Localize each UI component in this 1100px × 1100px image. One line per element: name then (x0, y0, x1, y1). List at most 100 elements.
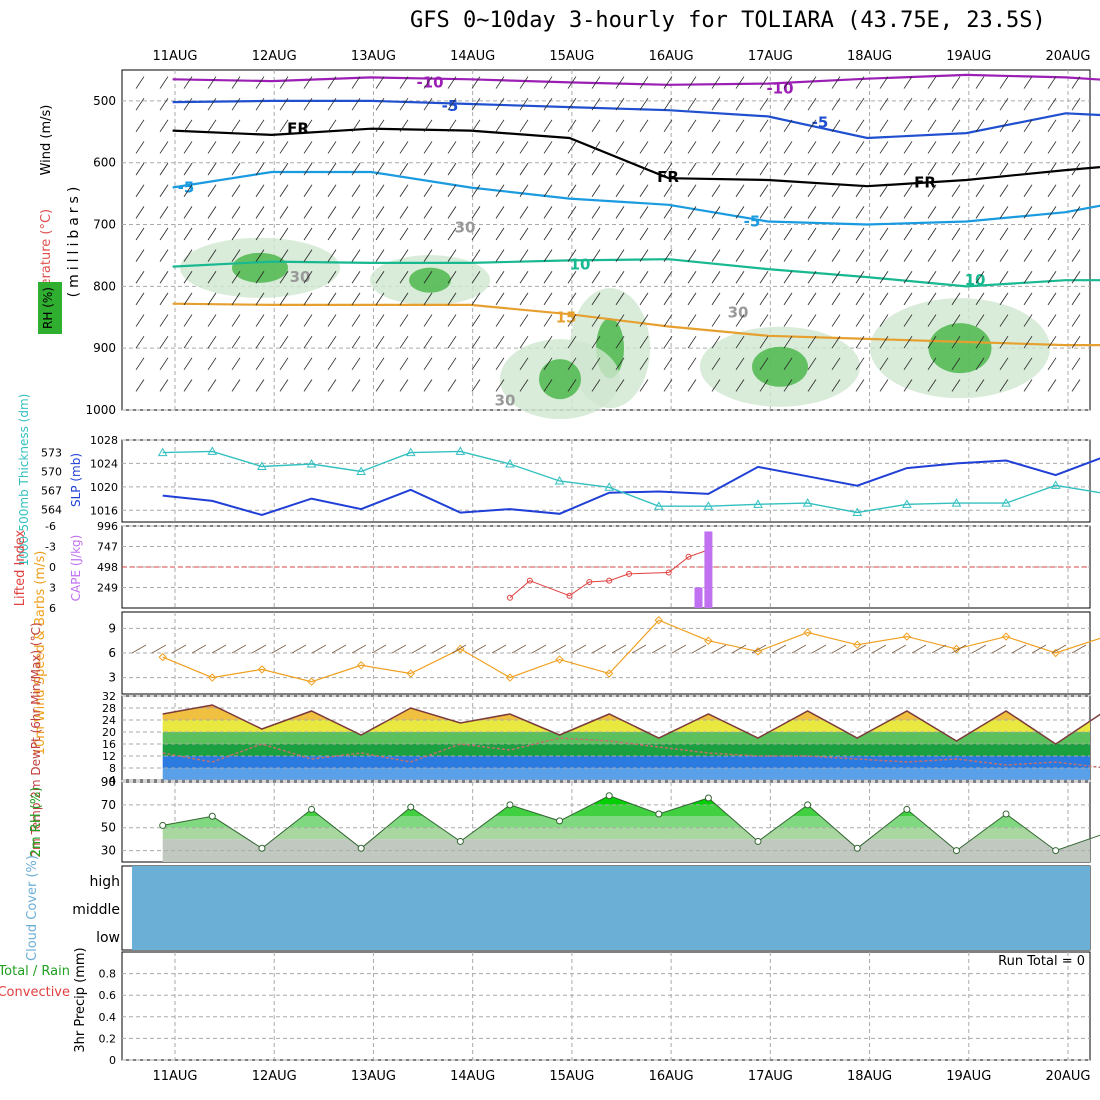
wind-barb (399, 249, 409, 262)
wind-barb (1071, 162, 1081, 176)
cape-axis-label: CAPE (J/kg) (69, 535, 83, 602)
wind-barb (351, 141, 361, 154)
wind-barb (735, 249, 745, 262)
wind-barb (159, 184, 169, 197)
wind-barb (879, 335, 889, 349)
rh-point (556, 817, 564, 825)
wind-barb (279, 141, 289, 154)
wind-10m-barb (391, 644, 407, 654)
wind-barb (207, 249, 217, 262)
wind-barb (183, 227, 193, 241)
wind-barb (879, 184, 889, 197)
wind-barb (1071, 76, 1081, 89)
wind-barb (375, 314, 385, 327)
panel-frame-prec (121, 951, 1091, 1061)
wind-axis-label: Wind (m/s) (39, 105, 54, 176)
wind-speed-point (356, 661, 366, 670)
wind-barb (615, 119, 625, 133)
wind-barb (1023, 379, 1033, 392)
wind-barb (375, 162, 385, 176)
wind-barb (687, 249, 697, 262)
contour-label: -5 (178, 178, 195, 196)
wind-barb (471, 162, 481, 176)
wind-barb (999, 141, 1009, 154)
wind-barb (711, 162, 721, 176)
wind-barb (423, 119, 433, 133)
series-line-dewpoint (162, 737, 1100, 769)
wind-barb (183, 357, 193, 371)
wind-barb (735, 379, 745, 392)
wind-barb (399, 119, 409, 133)
wind-10m-axis-label: 10m Wind Speed & Barbs (m/s) (33, 551, 48, 756)
wind-barb (831, 379, 841, 392)
wind-barb (375, 335, 385, 349)
wind-10m-barb (531, 644, 547, 654)
wind-10m-barb (191, 644, 207, 654)
wind-10m-barb (891, 644, 907, 654)
wind-barb (447, 249, 457, 262)
wind-barb (711, 379, 721, 392)
wind-barb (783, 184, 793, 197)
rh-tick-label: 30 (101, 844, 116, 858)
wind-barb (1047, 76, 1057, 89)
contour-label: 30 (290, 268, 311, 286)
wind-barb (591, 162, 601, 176)
contour-label: 30 (495, 392, 516, 410)
contour-label: 10 (570, 256, 591, 274)
lifted-index-point (586, 579, 593, 586)
wind-barb (903, 76, 913, 89)
run-total-annotation: Run Total = 0 (998, 954, 1085, 969)
wind-barb (927, 227, 937, 241)
wind-barb (711, 206, 721, 219)
wind-barb (183, 97, 193, 111)
wind-barb (807, 335, 817, 349)
wind-barb (1047, 227, 1057, 241)
wind-barb (903, 119, 913, 133)
wind-barb (807, 357, 817, 371)
wind-barb (615, 227, 625, 241)
wind-barb (327, 141, 337, 154)
wind-barb (615, 379, 625, 392)
wind-barb (927, 249, 937, 262)
wind-barb (807, 227, 817, 241)
wind-barb (231, 227, 241, 241)
temp-tick-label: 28 (102, 702, 116, 715)
thickness-tick-label: 567 (41, 484, 62, 497)
wind-barb (159, 271, 169, 284)
wind-barb (231, 119, 241, 133)
wind-barb (159, 335, 169, 349)
wind-barb (927, 271, 937, 284)
wind-barb (783, 249, 793, 262)
wind-barb (567, 379, 577, 392)
wind-barb (927, 162, 937, 176)
wind-barb (975, 206, 985, 219)
wind-barb (927, 357, 937, 371)
wind-barb (1023, 162, 1033, 176)
pressure-tick-label: 800 (93, 279, 116, 293)
wind-barb (183, 379, 193, 392)
wind-barb (399, 227, 409, 241)
isotherm-15 (172, 302, 1100, 347)
wind-barb (855, 271, 865, 284)
wind-barb (1023, 292, 1033, 306)
wind-barb (711, 335, 721, 349)
wind-barb (543, 271, 553, 284)
wind-barb (1071, 271, 1081, 284)
wind-barb (783, 162, 793, 176)
wind-barb (735, 227, 745, 241)
wind-barb (1047, 184, 1057, 197)
wind-barb (951, 292, 961, 306)
wind-barb (855, 206, 865, 219)
wind-barb (807, 119, 817, 133)
wind-barb (471, 314, 481, 327)
wind-10m-barb (131, 644, 147, 654)
wind-barb (975, 379, 985, 392)
wind-speed-point (307, 677, 316, 686)
wind-barb (951, 314, 961, 327)
thickness-point (157, 447, 168, 457)
precip-tick-label: 0.8 (99, 968, 117, 981)
wind-barb (279, 249, 289, 262)
wind-barb (351, 76, 361, 89)
wind-barb (423, 271, 433, 284)
wind-barb (807, 206, 817, 219)
